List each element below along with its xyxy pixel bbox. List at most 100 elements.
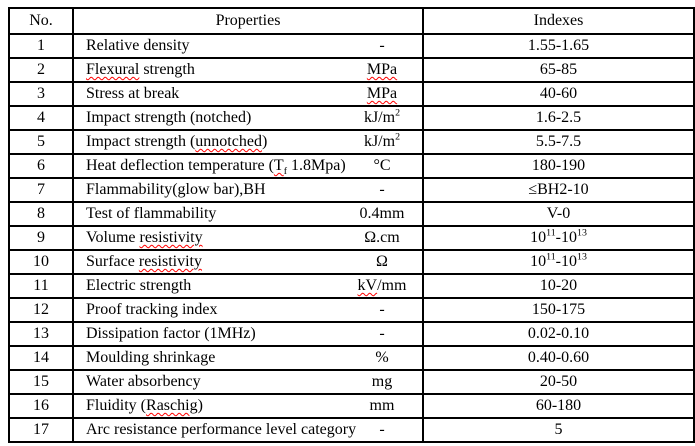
row-number-cell: 4 [8,105,74,131]
property-name: Impact strength (unnotched) [86,133,268,150]
unit-label: Ω [376,253,388,270]
property-cell: Proof tracking index - [72,297,424,323]
table-row: 9 Volume resistivity Ω.cm 1011-1013 [8,225,695,251]
table-row: 13 Dissipation factor (1MHz) - 0.02-0.10 [8,321,695,347]
unit-label: mm [369,397,395,414]
unit-label: kJ/m2 [363,131,401,150]
table-row: 12 Proof tracking index - 150-175 [8,297,695,323]
property-cell: Test of flammability 0.4mm [72,201,424,227]
property-cell: Heat deflection temperature (Tf 1.8Mpa) … [72,153,424,179]
property-cell: Volume resistivity Ω.cm [72,225,424,251]
index-value-cell: 5 [422,417,695,443]
property-cell: Stress at break MPa [72,81,424,107]
property-name: Moulding shrinkage [86,349,216,366]
unit-label: % [375,349,389,366]
index-value-cell: 0.40-0.60 [422,345,695,371]
index-value-cell: 10-20 [422,273,695,299]
unit-label: kV/mm [357,277,407,294]
unit-label: - [379,181,385,198]
index-value-cell: 40-60 [422,81,695,107]
table-row: 14 Moulding shrinkage % 0.40-0.60 [8,345,695,371]
index-value-cell: 1011-1013 [422,225,695,251]
unit-label: mg [371,373,393,390]
index-value-cell: 60-180 [422,393,695,419]
property-cell: Moulding shrinkage % [72,345,424,371]
unit-label: - [379,421,385,438]
property-cell: Flexural strength MPa [72,57,424,83]
unit-label: - [379,37,385,54]
property-cell: Water absorbency mg [72,369,424,395]
row-number-cell: 1 [8,33,74,59]
property-cell: Arc resistance performance level categor… [72,417,424,443]
unit-label: - [379,301,385,318]
row-number-cell: 12 [8,297,74,323]
row-number-cell: 11 [8,273,74,299]
property-name: Heat deflection temperature (Tf 1.8Mpa) [86,157,346,178]
property-name: Relative density [86,37,190,54]
property-name: Test of flammability [86,205,217,222]
row-number-cell: 9 [8,225,74,251]
property-name: Volume resistivity [86,229,203,246]
table-row: 2 Flexural strength MPa 65-85 [8,57,695,83]
property-cell: Impact strength (unnotched) kJ/m2 [72,129,424,155]
property-cell: Electric strength kV/mm [72,273,424,299]
header-properties: Properties [72,7,424,35]
row-number-cell: 8 [8,201,74,227]
index-value-cell: V-0 [422,201,695,227]
row-number-cell: 10 [8,249,74,275]
property-name: Surface resistivity [86,253,202,270]
table-row: 10 Surface resistivity Ω 1011-1013 [8,249,695,275]
header-row: No. Properties Indexes [8,7,695,35]
property-cell: Fluidity (Raschig) mm [72,393,424,419]
property-cell: Dissipation factor (1MHz) - [72,321,424,347]
row-number-cell: 2 [8,57,74,83]
table-row: 11 Electric strength kV/mm 10-20 [8,273,695,299]
table-row: 6 Heat deflection temperature (Tf 1.8Mpa… [8,153,695,179]
table-row: 4 Impact strength (notched) kJ/m2 1.6-2.… [8,105,695,131]
property-cell: Flammability(glow bar),BH - [72,177,424,203]
table-row: 17 Arc resistance performance level cate… [8,417,695,443]
index-value-cell: 1011-1013 [422,249,695,275]
property-name: Fluidity (Raschig) [86,397,203,414]
header-no: No. [8,7,74,35]
property-name: Proof tracking index [86,301,218,318]
property-name: Stress at break [86,85,180,102]
unit-label: Ω.cm [364,229,400,246]
index-value-cell: 150-175 [422,297,695,323]
table-row: 5 Impact strength (unnotched) kJ/m2 5.5-… [8,129,695,155]
property-name: Water absorbency [86,373,201,390]
unit-label: MPa [366,85,398,102]
table-row: 16 Fluidity (Raschig) mm 60-180 [8,393,695,419]
unit-label: kJ/m2 [363,107,401,126]
property-name: Flammability(glow bar),BH [86,181,266,198]
row-number-cell: 6 [8,153,74,179]
index-value-cell: 180-190 [422,153,695,179]
property-cell: Relative density - [72,33,424,59]
index-value-cell: 1.55-1.65 [422,33,695,59]
table-row: 3 Stress at break MPa 40-60 [8,81,695,107]
row-number-cell: 16 [8,393,74,419]
row-number-cell: 13 [8,321,74,347]
index-value-cell: 5.5-7.5 [422,129,695,155]
property-cell: Impact strength (notched) kJ/m2 [72,105,424,131]
table-body: 1 Relative density - 1.55-1.65 2 Flexura… [8,33,695,443]
property-name: Electric strength [86,277,192,294]
index-value-cell: 65-85 [422,57,695,83]
table-row: 1 Relative density - 1.55-1.65 [8,33,695,59]
index-value-cell: 1.6-2.5 [422,105,695,131]
row-number-cell: 5 [8,129,74,155]
properties-table: No. Properties Indexes 1 Relative densit… [8,7,695,443]
row-number-cell: 3 [8,81,74,107]
property-name: Arc resistance performance level categor… [86,421,357,438]
table-row: 8 Test of flammability 0.4mm V-0 [8,201,695,227]
property-name: Impact strength (notched) [86,109,252,126]
index-value-cell: 0.02-0.10 [422,321,695,347]
table-row: 7 Flammability(glow bar),BH - ≤BH2-10 [8,177,695,203]
index-value-cell: 20-50 [422,369,695,395]
table-row: 15 Water absorbency mg 20-50 [8,369,695,395]
header-indexes: Indexes [422,7,695,35]
property-cell: Surface resistivity Ω [72,249,424,275]
unit-label: 0.4mm [359,205,405,222]
unit-label: °C [373,157,391,174]
row-number-cell: 7 [8,177,74,203]
